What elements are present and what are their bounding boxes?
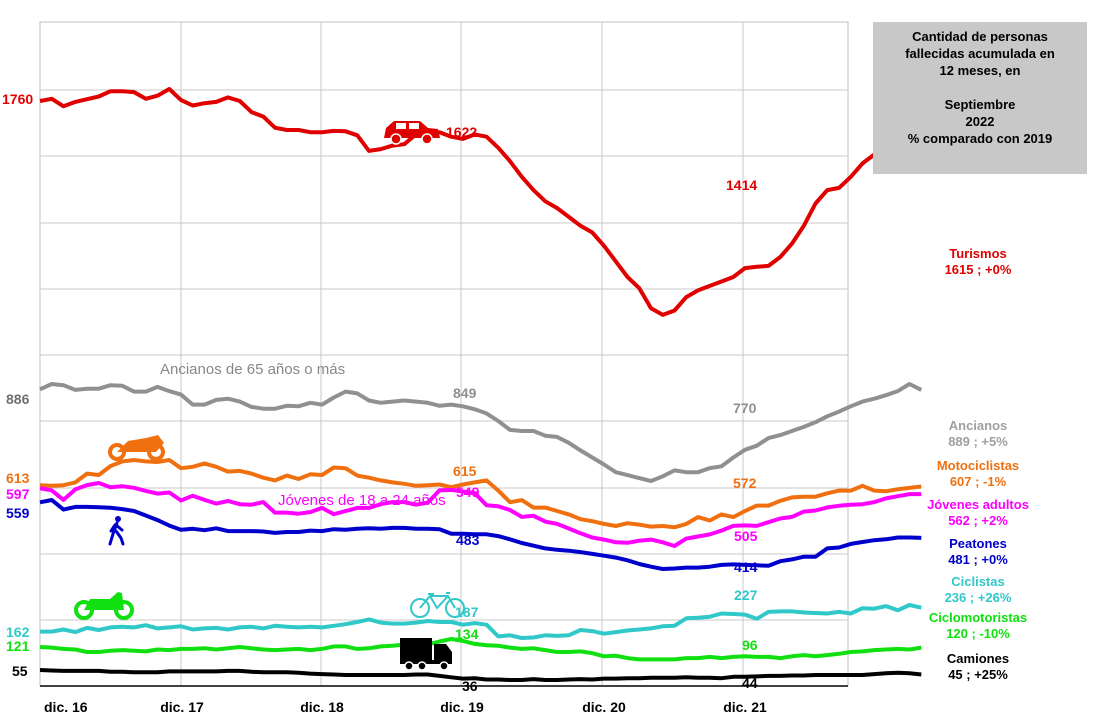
grid	[39, 21, 849, 687]
value-label-peatones: 559	[6, 505, 30, 521]
series-line-peatones	[39, 498, 922, 571]
x-tick-label: dic. 17	[160, 699, 204, 715]
value-label-peatones: 483	[456, 532, 480, 548]
legend-item: Turismos 1615 ; +0%	[878, 246, 1078, 278]
value-label-ancianos: 849	[453, 385, 477, 401]
legend-value: 236 ; +26%	[944, 590, 1012, 605]
legend-item: Ciclistas 236 ; +26%	[878, 574, 1078, 606]
value-label-camiones: 36	[462, 678, 478, 694]
value-label-peatones: 414	[734, 559, 758, 575]
x-tick-label: dic. 21	[723, 699, 767, 715]
value-label-turismos: 1760	[2, 91, 33, 107]
pedestrian-icon	[108, 516, 125, 546]
legend-item: Ancianos 889 ; +5%	[878, 418, 1078, 450]
legend-value: 889 ; +5%	[948, 434, 1008, 449]
plot-frame	[39, 21, 849, 687]
info-line-6: % comparado con 2019	[907, 131, 1053, 146]
legend-item: Jóvenes adultos 562 ; +2%	[878, 497, 1078, 529]
legend-name: Ciclistas	[951, 574, 1005, 589]
value-label-motociclistas: 615	[453, 463, 477, 479]
car-icon	[384, 121, 440, 145]
x-tick-label: dic. 16	[44, 699, 88, 715]
legend-name: Ciclomotoristas	[928, 610, 1028, 625]
series-icons	[74, 121, 465, 671]
motorcycle-icon	[108, 435, 165, 461]
ancianos-annotation: Ancianos de 65 años o más	[160, 361, 345, 378]
value-label-jovenes: 505	[734, 528, 758, 544]
x-tick-label: dic. 20	[582, 699, 626, 715]
legend-item: Peatones 481 ; +0%	[878, 536, 1078, 568]
value-label-jovenes: 549	[456, 484, 480, 500]
value-label-camiones: 55	[12, 663, 28, 679]
legend-name: Peatones	[949, 536, 1007, 551]
value-label-turismos: 1622	[446, 124, 477, 140]
annotations: Ancianos de 65 años o más Jóvenes de 18 …	[160, 361, 446, 509]
info-line-3: 12 meses, en	[939, 63, 1021, 78]
value-label-ciclomotoristas: 96	[742, 637, 758, 653]
legend-item: Ciclomotoristas 120 ; -10%	[878, 610, 1078, 642]
legend-item: Motociclistas 607 ; -1%	[878, 458, 1078, 490]
series-line-camiones	[39, 668, 922, 682]
series-line-jovenes	[39, 481, 922, 548]
value-label-motociclistas: 613	[6, 470, 30, 486]
truck-icon	[400, 638, 452, 671]
info-line-5: 2022	[965, 114, 995, 129]
info-line-4: Septiembre	[944, 97, 1016, 112]
series-line-turismos	[39, 87, 922, 317]
x-tick-label: dic. 19	[440, 699, 484, 715]
value-label-ancianos: 886	[6, 391, 30, 407]
info-line-1: Cantidad de personas	[912, 29, 1048, 44]
legend-value: 120 ; -10%	[946, 626, 1010, 641]
legend-name: Ancianos	[948, 418, 1008, 433]
x-tick-labels: dic. 16 dic. 17 dic. 18 dic. 19 dic. 20 dic. …	[44, 699, 767, 715]
value-label-ciclistas: 227	[734, 587, 758, 603]
series-line-ancianos	[39, 382, 923, 483]
x-tick-label: dic. 18	[300, 699, 344, 715]
legend-value: 1615 ; +0%	[944, 262, 1012, 277]
legend-name: Jóvenes adultos	[927, 497, 1029, 512]
info-box: Cantidad de personas fallecidas acumulad…	[873, 22, 1087, 174]
legend-item: Camiones 45 ; +25%	[878, 651, 1078, 683]
moped-icon	[74, 592, 134, 620]
series-lines	[39, 87, 923, 682]
legend-name: Turismos	[949, 246, 1007, 261]
value-label-ciclistas: 162	[6, 624, 30, 640]
bicycle-icon	[410, 592, 465, 618]
legend-name: Motociclistas	[936, 458, 1020, 473]
legend-name: Camiones	[946, 651, 1010, 666]
value-labels: 1760 1622 1414 886 849 770 613 615 572 597 549 505 5…	[2, 91, 758, 694]
value-label-ciclomotoristas: 121	[6, 638, 30, 654]
value-label-ciclomotoristas: 134	[455, 626, 479, 642]
value-label-motociclistas: 572	[733, 475, 757, 491]
series-line-ciclistas	[40, 603, 922, 640]
legend-value: 562 ; +2%	[948, 513, 1008, 528]
info-line-2: fallecidas acumulada en	[905, 46, 1055, 61]
value-label-ciclistas: 187	[455, 604, 479, 620]
legend-value: 45 ; +25%	[948, 667, 1008, 682]
jovenes-annotation: Jóvenes de 18 a 24 años	[278, 492, 446, 509]
legend-value: 607 ; -1%	[949, 474, 1007, 489]
value-label-jovenes: 597	[6, 486, 30, 502]
value-label-camiones: 44	[742, 675, 758, 691]
legend-value: 481 ; +0%	[948, 552, 1008, 567]
value-label-turismos: 1414	[726, 177, 757, 193]
series-line-ciclomotoristas	[39, 637, 922, 662]
value-label-ancianos: 770	[733, 400, 757, 416]
series-line-motociclistas	[39, 458, 922, 530]
